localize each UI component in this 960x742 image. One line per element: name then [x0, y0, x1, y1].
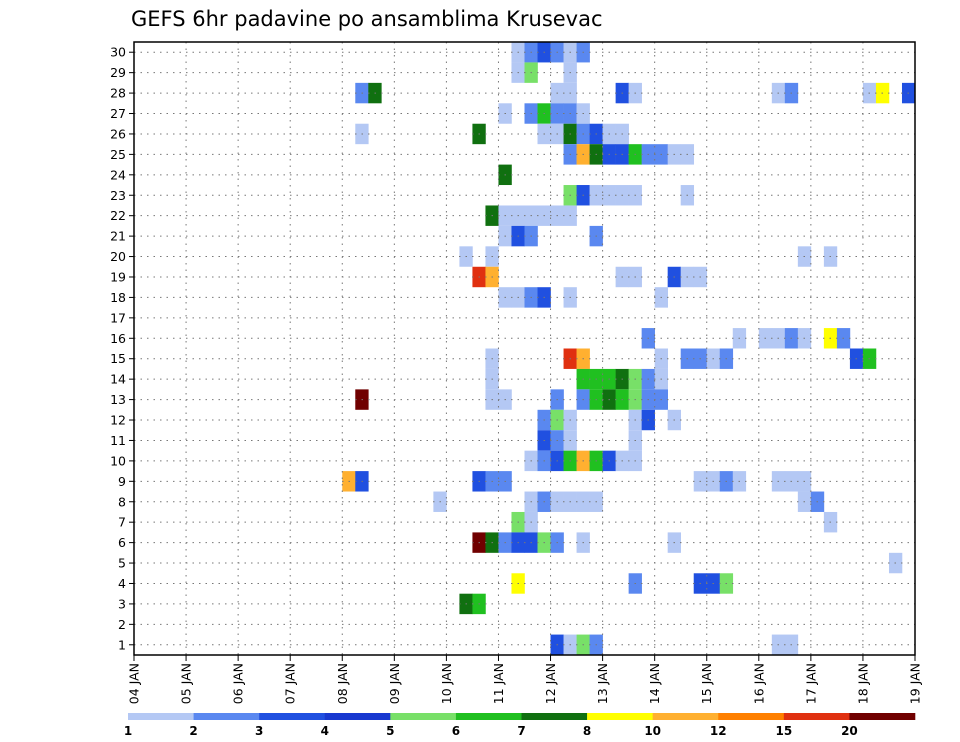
y-tick-label: 14: [110, 372, 126, 387]
x-tick-label: 08 JAN: [335, 663, 350, 704]
x-tick-label: 13 JAN: [595, 663, 610, 704]
y-tick-label: 1: [118, 637, 126, 652]
colorbar-segment: [324, 713, 391, 720]
y-tick-label: 21: [110, 229, 126, 244]
colorbar-tick-label: 6: [452, 724, 460, 738]
x-tick-label: 12 JAN: [543, 663, 558, 704]
colorbar-tick-label: 1: [124, 724, 132, 738]
y-tick-label: 20: [110, 249, 126, 264]
y-tick-label: 28: [110, 86, 126, 101]
y-tick-label: 19: [110, 269, 126, 284]
colorbar-segment: [652, 713, 719, 720]
colorbar-tick-label: 5: [386, 724, 394, 738]
y-tick-label: 5: [118, 556, 126, 571]
colorbar-tick-label: 8: [583, 724, 591, 738]
x-tick-label: 11 JAN: [491, 663, 506, 704]
x-tick-label: 09 JAN: [387, 663, 402, 704]
y-tick-label: 25: [110, 147, 126, 162]
y-tick-label: 24: [110, 167, 126, 182]
x-tick-label: 04 JAN: [127, 663, 142, 704]
y-tick-label: 26: [110, 126, 126, 141]
colorbar-segment: [849, 713, 916, 720]
colorbar-tick-label: 12: [710, 724, 727, 738]
y-tick-label: 9: [118, 474, 126, 489]
x-tick-label: 16 JAN: [751, 663, 766, 704]
colorbar-segment: [783, 713, 850, 720]
y-tick-label: 4: [118, 576, 126, 591]
y-tick-label: 27: [110, 106, 126, 121]
colorbar-segment: [455, 713, 522, 720]
colorbar-tick-label: 10: [644, 724, 661, 738]
x-axis-ticks: 04 JAN 05 JAN 06 JAN 07 JAN 08 JAN 09 JAN 10 J…: [127, 655, 923, 704]
colorbar-segment: [193, 713, 260, 720]
chart-title: GEFS 6hr padavine po ansamblima Krusevac: [131, 7, 603, 31]
y-tick-label: 29: [110, 65, 126, 80]
x-tick-label: 05 JAN: [179, 663, 194, 704]
x-tick-label: 10 JAN: [439, 663, 454, 704]
x-tick-label: 07 JAN: [283, 663, 298, 704]
y-tick-label: 11: [110, 433, 126, 448]
y-tick-label: 13: [110, 392, 126, 407]
y-tick-label: 16: [110, 331, 126, 346]
y-tick-label: 10: [110, 453, 126, 468]
colorbar-segment: [521, 713, 588, 720]
y-tick-label: 15: [110, 351, 126, 366]
colorbar-tick-label: 15: [775, 724, 792, 738]
x-tick-label: 14 JAN: [647, 663, 662, 704]
colorbar-tick-label: 3: [255, 724, 263, 738]
colorbar-segment: [390, 713, 457, 720]
colorbar: 1 2 3 4 5 6 7 8 10 12 15 20: [124, 713, 916, 738]
colorbar-segment: [128, 713, 194, 720]
y-tick-label: 6: [118, 535, 126, 550]
colorbar-tick-label: 20: [841, 724, 858, 738]
y-tick-label: 18: [110, 290, 126, 305]
y-tick-label: 17: [110, 310, 126, 325]
y-tick-label: 8: [118, 494, 126, 509]
x-tick-label: 19 JAN: [908, 663, 923, 704]
x-tick-label: 18 JAN: [855, 663, 870, 704]
colorbar-segment: [587, 713, 653, 720]
y-tick-label: 7: [118, 515, 126, 530]
y-axis-ticks: 1234567891011121314151617181920212223242…: [110, 45, 134, 652]
y-tick-label: 12: [110, 413, 126, 428]
y-tick-label: 30: [110, 45, 126, 60]
x-tick-label: 17 JAN: [803, 663, 818, 704]
colorbar-segment: [259, 713, 326, 720]
colorbar-tick-label: 7: [517, 724, 525, 738]
x-tick-label: 06 JAN: [231, 663, 246, 704]
y-tick-label: 23: [110, 188, 126, 203]
colorbar-segment: [718, 713, 785, 720]
gridlines: [134, 42, 915, 655]
plot-frame: [133, 41, 916, 656]
y-tick-label: 22: [110, 208, 126, 223]
colorbar-tick-label: 4: [321, 724, 329, 738]
colorbar-tick-label: 2: [189, 724, 197, 738]
y-tick-label: 2: [118, 617, 126, 632]
x-tick-label: 15 JAN: [699, 663, 714, 704]
y-tick-label: 3: [118, 596, 126, 611]
